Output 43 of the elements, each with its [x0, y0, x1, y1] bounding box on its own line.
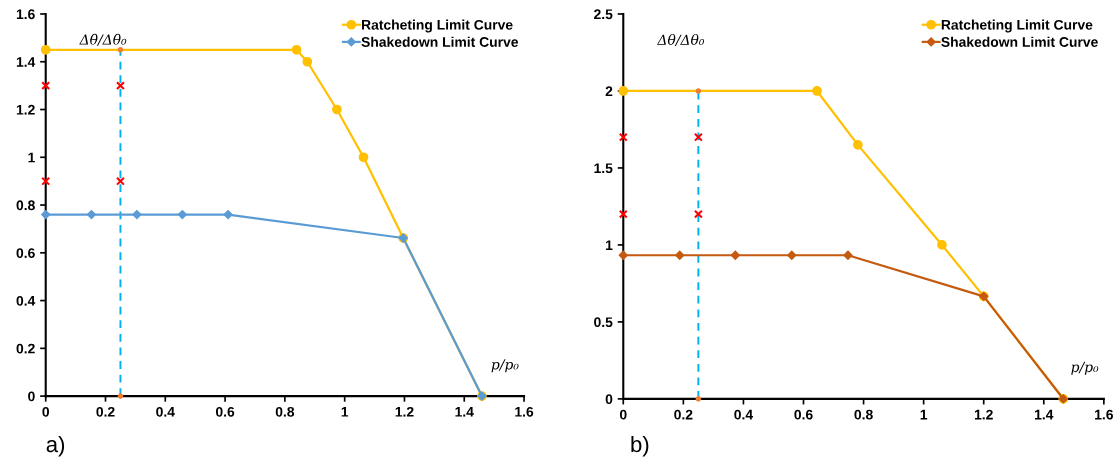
x-tick-label: 1 [920, 409, 928, 420]
x-tick-label: 0.2 [674, 409, 693, 420]
y-axis-title: Δθ/Δθ₀ [79, 33, 127, 46]
x-tick-label: 0.6 [215, 406, 235, 417]
text: a) [46, 435, 65, 457]
y-tick-label: 1.5 [594, 163, 613, 174]
x-tick-label: 0.6 [794, 409, 813, 420]
x-tick-label: 1.4 [1035, 409, 1054, 420]
x-tick-label: 0 [42, 406, 50, 417]
x-tick-label: 0.8 [275, 406, 295, 417]
y-tick-label: 1.4 [16, 57, 36, 67]
x-tick-label: 0.4 [156, 406, 175, 417]
text: b) [631, 435, 649, 457]
legend-label: Shakedown Limit Curve [941, 36, 1098, 47]
x-tick-label: 1.6 [1095, 409, 1113, 420]
y-tick-label: 2 [605, 86, 613, 96]
y-tick-label: 0.5 [594, 317, 613, 328]
x-tick-label: 0.4 [734, 409, 754, 420]
y-tick-label: 1 [28, 152, 35, 163]
y-tick-label: 0 [28, 391, 35, 402]
x-axis-title: p/p₀ [491, 359, 519, 373]
x-tick-label: 1 [341, 407, 349, 417]
y-tick-label: 0.4 [16, 295, 36, 306]
y-tick-label: 1 [606, 240, 613, 250]
legend-label: Shakedown Limit Curve [361, 36, 519, 47]
x-tick-label: 1.4 [455, 407, 474, 417]
y-tick-label: 0.6 [16, 248, 35, 258]
x-tick-label: 1.2 [974, 409, 993, 420]
y-tick-label: 1.6 [16, 9, 35, 20]
x-tick-label: 1.2 [395, 406, 414, 417]
legend-label: Ratcheting Limit Curve [361, 19, 513, 33]
x-tick-label: 0.8 [854, 409, 873, 420]
y-tick-label: 0.2 [16, 343, 35, 354]
legend-label: Ratcheting Limit Curve [941, 19, 1093, 33]
x-tick-label: 1.6 [515, 406, 534, 417]
y-tick-label: 1.2 [16, 104, 35, 115]
x-tick-label: 0 [619, 409, 627, 420]
x-axis-title: p/p₀ [1071, 361, 1099, 375]
x-tick-label: 0.2 [96, 406, 115, 417]
y-axis-title: Δθ/Δθ₀ [656, 34, 705, 47]
y-tick-label: 0 [605, 394, 613, 405]
y-tick-label: 2.5 [594, 9, 613, 20]
y-tick-label: 0.8 [16, 200, 35, 211]
